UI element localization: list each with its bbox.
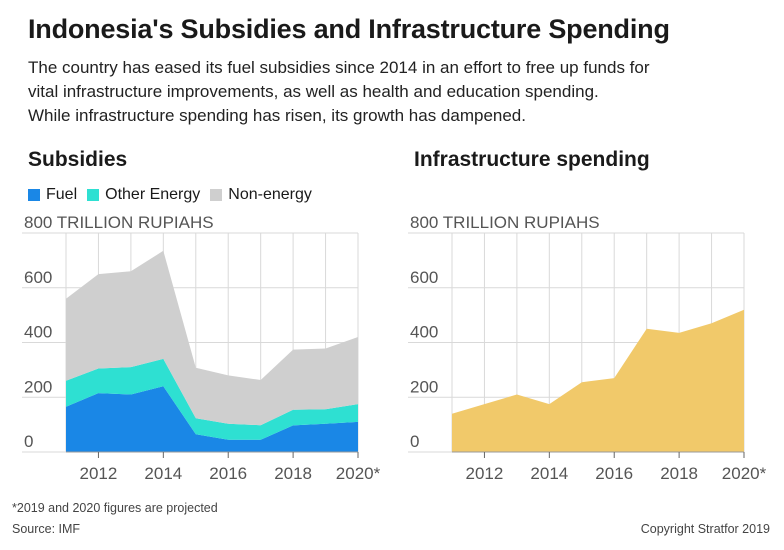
- legend-item-other-energy: Other Energy: [87, 186, 200, 204]
- y-tick-label: 800 TRILLION RUPIAHS: [24, 215, 214, 232]
- area-series-non-energy: [66, 250, 358, 426]
- x-tick-label: 2014: [144, 464, 182, 483]
- x-tick-label: 2018: [660, 464, 698, 483]
- source-note: Source: IMF: [12, 522, 81, 536]
- chart-title: Indonesia's Subsidies and Infrastructure…: [28, 14, 670, 44]
- legend-item-non-energy: Non-energy: [210, 186, 312, 204]
- copyright-note: Copyright Stratfor 2019: [640, 522, 770, 536]
- subsidies-area-chart: 0 200 400 600 800 TRILLION RUPIAHS 2012 2014 20…: [22, 215, 381, 483]
- x-tick-label: 2012: [466, 464, 504, 483]
- x-tick-label: 2016: [209, 464, 247, 483]
- infrastructure-area-chart: 0 200 400 600 800 TRILLION RUPIAHS 2012 2014 20…: [408, 215, 767, 483]
- area-series-fuel: [66, 386, 358, 452]
- legend-swatch-other-energy: [87, 189, 100, 201]
- footnote: *2019 and 2020 figures are projected: [12, 501, 218, 515]
- legend-label-fuel: Fuel: [46, 186, 78, 203]
- legend-label-other-energy: Other Energy: [105, 186, 201, 203]
- subsidies-panel-title: Subsidies: [28, 148, 128, 171]
- subtitle-line: While infrastructure spending has risen,…: [28, 106, 526, 125]
- y-tick-label: 200: [24, 377, 52, 396]
- subtitle-line: The country has eased its fuel subsidies…: [28, 58, 650, 77]
- legend-swatch-fuel: [28, 189, 40, 201]
- y-tick-label: 600: [410, 268, 438, 287]
- x-tick-label: 2020*: [722, 464, 767, 483]
- x-tick-label: 2014: [530, 464, 568, 483]
- y-tick-label: 400: [24, 323, 52, 342]
- y-tick-label: 400: [410, 323, 438, 342]
- x-tick-label: 2012: [80, 464, 118, 483]
- y-tick-label: 0: [24, 432, 33, 451]
- chart-subtitle: The country has eased its fuel subsidies…: [28, 56, 768, 128]
- x-tick-label: 2020*: [336, 464, 381, 483]
- x-tick-label: 2016: [595, 464, 633, 483]
- legend-swatch-non-energy: [210, 189, 223, 201]
- area-series-infrastructure: [452, 309, 744, 452]
- subtitle-line: vital infrastructure improvements, as we…: [28, 82, 599, 101]
- legend-item-fuel: Fuel: [28, 186, 77, 204]
- subsidies-legend: Fuel Other Energy Non-energy: [28, 186, 322, 204]
- legend-label-non-energy: Non-energy: [228, 186, 312, 203]
- y-tick-label: 0: [410, 432, 419, 451]
- y-tick-label: 800 TRILLION RUPIAHS: [410, 215, 600, 232]
- y-tick-label: 200: [410, 377, 438, 396]
- area-series-other-energy: [66, 358, 358, 440]
- x-tick-label: 2018: [274, 464, 312, 483]
- infrastructure-panel-title: Infrastructure spending: [414, 148, 650, 171]
- y-tick-label: 600: [24, 268, 52, 287]
